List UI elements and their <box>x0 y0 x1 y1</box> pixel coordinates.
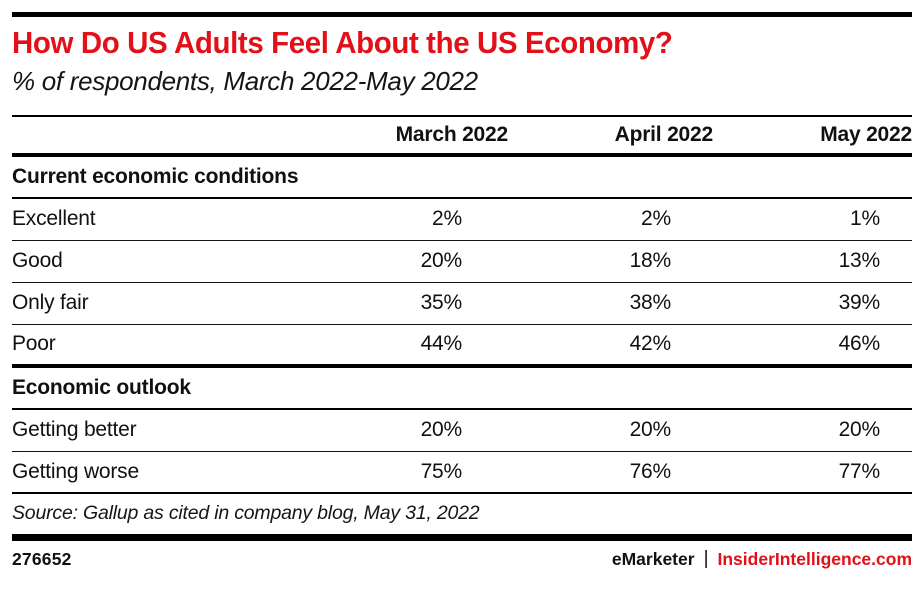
cell-value-march: 44% <box>420 332 463 356</box>
cell-value-may: 39% <box>838 291 881 314</box>
cell-value-april: 2% <box>641 207 671 231</box>
table-row-getting-better: Getting better 20% 20% 20% <box>12 409 912 451</box>
cell-value-april: 42% <box>629 332 672 356</box>
cell-value-april: 76% <box>629 459 672 483</box>
row-label: Only fair <box>12 291 89 314</box>
column-header-march-2022: March 2022 <box>395 123 509 146</box>
footer: 276652 eMarketer | InsiderIntelligence.c… <box>12 548 912 570</box>
row-label: Excellent <box>12 207 96 231</box>
data-table: March 2022 April 2022 May 2022 Current e… <box>12 115 912 494</box>
cell-value-may: 77% <box>838 459 881 483</box>
cell-value-may: 1% <box>850 207 880 231</box>
section-header-current-conditions: Current economic conditions <box>12 155 912 198</box>
brand-separator: | <box>703 548 709 569</box>
table-row-poor: Poor 44% 42% 46% <box>12 324 912 366</box>
table-row-getting-worse: Getting worse 75% 76% 77% <box>12 451 912 493</box>
section-label: Economic outlook <box>12 376 191 399</box>
bottom-rule <box>12 534 912 541</box>
table-header-row: March 2022 April 2022 May 2022 <box>12 116 912 155</box>
table-row-good: Good 20% 18% 13% <box>12 240 912 282</box>
cell-value-march: 20% <box>420 418 463 442</box>
section-header-economic-outlook: Economic outlook <box>12 366 912 409</box>
section-label: Current economic conditions <box>12 165 299 188</box>
cell-value-march: 2% <box>432 207 462 231</box>
top-rule <box>12 12 912 17</box>
cell-value-march: 35% <box>420 291 463 314</box>
source-note: Source: Gallup as cited in company blog,… <box>12 502 480 524</box>
cell-value-april: 18% <box>629 249 672 272</box>
cell-value-april: 20% <box>629 418 672 442</box>
cell-value-april: 38% <box>629 291 672 314</box>
cell-value-march: 20% <box>420 249 463 272</box>
emarketer-logo-text: eMarketer <box>611 548 695 569</box>
column-header-empty <box>12 116 358 155</box>
page-subtitle: % of respondents, March 2022-May 2022 <box>12 66 478 96</box>
row-label: Getting better <box>12 418 137 442</box>
row-label: Poor <box>12 332 56 356</box>
column-header-may-2022: May 2022 <box>820 123 912 146</box>
chart-id: 276652 <box>12 548 72 569</box>
table-row-excellent: Excellent 2% 2% 1% <box>12 198 912 240</box>
footer-brands: eMarketer | InsiderIntelligence.com <box>612 548 912 570</box>
row-label: Getting worse <box>12 459 139 483</box>
cell-value-march: 75% <box>420 459 463 483</box>
cell-value-may: 20% <box>838 418 881 442</box>
insider-intelligence-link[interactable]: InsiderIntelligence.com <box>717 548 913 569</box>
table-row-only-fair: Only fair 35% 38% 39% <box>12 282 912 324</box>
page-title: How Do US Adults Feel About the US Econo… <box>12 25 912 61</box>
column-header-april-2022: April 2022 <box>614 123 714 146</box>
page-title-text: How Do US Adults Feel About the US Econo… <box>12 25 673 60</box>
cell-value-may: 46% <box>838 332 881 356</box>
chart-card: How Do US Adults Feel About the US Econo… <box>0 12 922 594</box>
row-label: Good <box>12 249 63 272</box>
cell-value-may: 13% <box>838 249 881 272</box>
